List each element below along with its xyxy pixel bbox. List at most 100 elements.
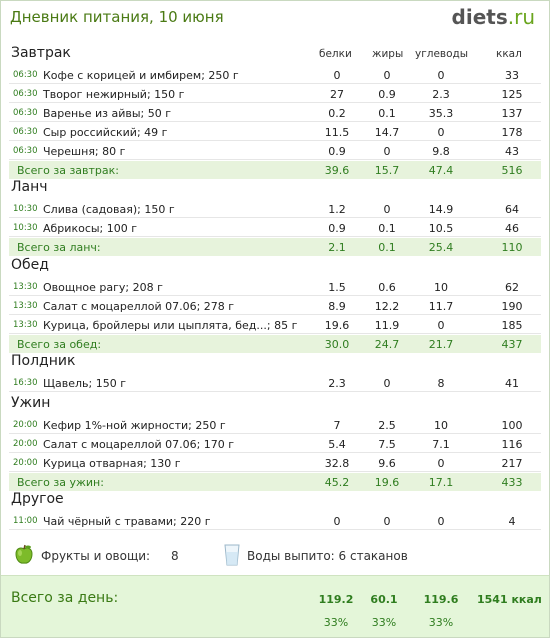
meal-time: 13:30: [13, 301, 38, 311]
day-protein-total: 119.2: [318, 593, 354, 606]
carbs-value: 7.1: [432, 438, 450, 451]
food-name[interactable]: Творог нежирный; 150 г: [43, 88, 185, 101]
food-name[interactable]: Кофе с корицей и имбирем; 250 г: [43, 69, 239, 82]
carbs-total: 25.4: [428, 241, 454, 254]
meal-title: Ланч: [11, 179, 48, 195]
protein-value: 32.8: [324, 457, 350, 470]
day-summary-label: Всего за день:: [11, 590, 119, 606]
food-row[interactable]: 20:00 Кефир 1%-ной жирности; 250 г 7 2.5 10 1…: [9, 416, 541, 434]
carbs-value: 0: [437, 515, 445, 528]
kcal-value: 46: [505, 222, 519, 235]
fruit-veg-label: Фрукты и овощи:: [41, 549, 151, 563]
column-header-fat: жиры: [372, 48, 404, 60]
meal-title: Другое: [11, 491, 64, 507]
food-name[interactable]: Черешня; 80 г: [43, 145, 126, 158]
food-row[interactable]: 20:00 Салат с моцареллой 07.06; 170 г 5.4 7…: [9, 435, 541, 453]
food-row[interactable]: 20:00 Курица отварная; 130 г 32.8 9.6 0 217: [9, 454, 541, 472]
kcal-total: 516: [501, 164, 523, 177]
food-name[interactable]: Щавель; 150 г: [43, 377, 127, 390]
food-name[interactable]: Чай чёрный с травами; 220 г: [43, 515, 211, 528]
protein-value: 5.4: [328, 438, 346, 451]
fat-value: 0.1: [378, 222, 396, 235]
page-title: Дневник питания, 10 июня: [10, 8, 224, 26]
food-name[interactable]: Салат с моцареллой 07.06; 278 г: [43, 300, 235, 313]
food-name[interactable]: Сыр российский; 49 г: [43, 126, 168, 139]
kcal-value: 100: [501, 419, 523, 432]
food-name[interactable]: Овощное рагу; 208 г: [43, 281, 163, 294]
food-row[interactable]: 10:30 Абрикосы; 100 г 0.9 0.1 10.5 46: [9, 219, 541, 237]
meal-time: 06:30: [13, 127, 38, 137]
food-row[interactable]: 06:30 Сыр российский; 49 г 11.5 14.7 0 178: [9, 123, 541, 141]
meal-total-label: Всего за ужин:: [17, 476, 104, 489]
protein-total: 2.1: [328, 241, 346, 254]
meal-time: 06:30: [13, 108, 38, 118]
food-row[interactable]: 10:30 Слива (садовая); 150 г 1.2 0 14.9 64: [9, 200, 541, 218]
food-row[interactable]: 16:30 Щавель; 150 г 2.3 0 8 41: [9, 374, 541, 392]
header: Дневник питания, 10 июня diets.ru: [1, 1, 549, 37]
food-row[interactable]: 06:30 Творог нежирный; 150 г 27 0.9 2.3 125: [9, 85, 541, 103]
meal-title: Завтрак: [11, 45, 71, 61]
food-row[interactable]: 11:00 Чай чёрный с травами; 220 г 0 0 0 4: [9, 512, 541, 530]
protein-value: 1.2: [328, 203, 346, 216]
carbs-value: 11.7: [428, 300, 454, 313]
food-name[interactable]: Кефир 1%-ной жирности; 250 г: [43, 419, 226, 432]
food-row[interactable]: 13:30 Салат с моцареллой 07.06; 278 г 8.9 1…: [9, 297, 541, 315]
kcal-value: 116: [501, 438, 523, 451]
fat-total: 0.1: [378, 241, 396, 254]
column-header-kcal: ккал: [496, 48, 522, 60]
column-header-carbs: углеводы: [415, 48, 469, 60]
day-fat-total: 60.1: [370, 593, 398, 606]
diets-logo[interactable]: diets.ru: [452, 5, 535, 29]
day-carbs-percent: 33%: [428, 616, 454, 629]
fat-value: 11.9: [374, 319, 400, 332]
meal-time: 13:30: [13, 282, 38, 292]
meal-time: 06:30: [13, 89, 38, 99]
food-row[interactable]: 06:30 Черешня; 80 г 0.9 0 9.8 43: [9, 142, 541, 160]
food-name[interactable]: Курица, бройлеры или цыплята, бед...; 85…: [43, 319, 298, 332]
kcal-value: 41: [505, 377, 519, 390]
kcal-value: 178: [501, 126, 523, 139]
water-intake-label: Воды выпито: 6 стаканов: [247, 549, 408, 563]
kcal-value: 137: [501, 107, 523, 120]
carbs-value: 9.8: [432, 145, 450, 158]
food-row[interactable]: 06:30 Варенье из айвы; 50 г 0.2 0.1 35.3 137: [9, 104, 541, 122]
logo-suffix: .ru: [507, 5, 535, 29]
meal-total-row: Всего за завтрак: 39.6 15.7 47.4 516: [9, 161, 541, 179]
protein-value: 27: [330, 88, 344, 101]
food-name[interactable]: Варенье из айвы; 50 г: [43, 107, 172, 120]
carbs-total: 47.4: [428, 164, 454, 177]
meal-total-label: Всего за ланч:: [17, 241, 101, 254]
protein-total: 39.6: [324, 164, 350, 177]
day-protein-percent: 33%: [323, 616, 349, 629]
food-row[interactable]: 06:30 Кофе с корицей и имбирем; 250 г 0 0 0 3…: [9, 66, 541, 84]
kcal-value: 217: [501, 457, 523, 470]
carbs-value: 0: [437, 126, 445, 139]
meal-title: Полдник: [11, 353, 76, 369]
kcal-value: 125: [501, 88, 523, 101]
protein-value: 8.9: [328, 300, 346, 313]
protein-total: 30.0: [324, 338, 350, 351]
food-name[interactable]: Абрикосы; 100 г: [43, 222, 138, 235]
fat-value: 7.5: [378, 438, 396, 451]
protein-value: 11.5: [324, 126, 350, 139]
meal-total-label: Всего за завтрак:: [17, 164, 120, 177]
meal-time: 13:30: [13, 320, 38, 330]
food-name[interactable]: Салат с моцареллой 07.06; 170 г: [43, 438, 235, 451]
kcal-value: 64: [505, 203, 519, 216]
day-fat-percent: 33%: [371, 616, 397, 629]
fat-value: 0.6: [378, 281, 396, 294]
column-header-protein: белки: [319, 48, 352, 60]
food-name[interactable]: Курица отварная; 130 г: [43, 457, 181, 470]
meal-total-row: Всего за ужин: 45.2 19.6 17.1 433: [9, 473, 541, 491]
fat-value: 0: [383, 145, 391, 158]
fat-value: 9.6: [378, 457, 396, 470]
fat-value: 12.2: [374, 300, 400, 313]
food-row[interactable]: 13:30 Курица, бройлеры или цыплята, бед..…: [9, 316, 541, 334]
food-name[interactable]: Слива (садовая); 150 г: [43, 203, 175, 216]
food-row[interactable]: 13:30 Овощное рагу; 208 г 1.5 0.6 10 62: [9, 278, 541, 296]
carbs-value: 35.3: [428, 107, 454, 120]
logo-main: diets: [451, 5, 508, 29]
protein-value: 0: [333, 515, 341, 528]
apple-icon: [15, 544, 33, 564]
carbs-total: 17.1: [428, 476, 454, 489]
